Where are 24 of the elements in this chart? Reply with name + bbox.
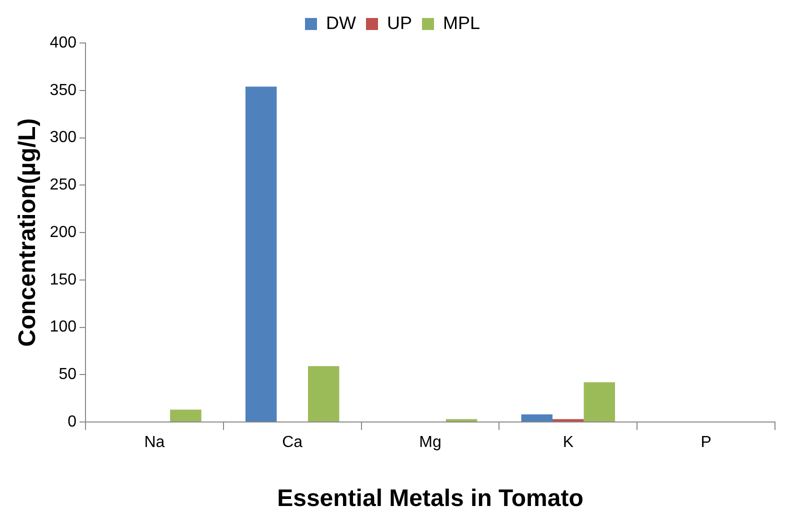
x-tick-label: Mg [419, 434, 442, 452]
y-tick-label: 150 [50, 271, 77, 288]
legend-label: UP [386, 12, 412, 33]
x-tick-label: Na [144, 434, 165, 452]
y-axis-title: Concentration(µg/L) [14, 118, 42, 347]
x-axis-title: Essential Metals in Tomato [277, 485, 584, 512]
y-tick-label: 250 [50, 176, 77, 194]
x-tick-label: P [700, 434, 712, 452]
bar [308, 366, 340, 422]
x-tick-label: Ca [282, 434, 303, 452]
bar [584, 382, 616, 422]
bar [245, 86, 277, 422]
y-tick-label: 300 [50, 129, 77, 146]
y-tick-label: 100 [50, 318, 77, 336]
y-tick-label: 350 [50, 82, 77, 99]
x-tick-label: K [562, 434, 574, 452]
y-tick-label: 200 [50, 224, 77, 241]
legend-label: MPL [442, 12, 480, 33]
y-tick-label: 0 [68, 413, 77, 430]
bar [521, 414, 553, 422]
y-tick-label: 50 [58, 366, 77, 384]
y-tick-label: 400 [50, 34, 77, 52]
legend-label: DW [326, 12, 356, 33]
bar [170, 410, 202, 422]
